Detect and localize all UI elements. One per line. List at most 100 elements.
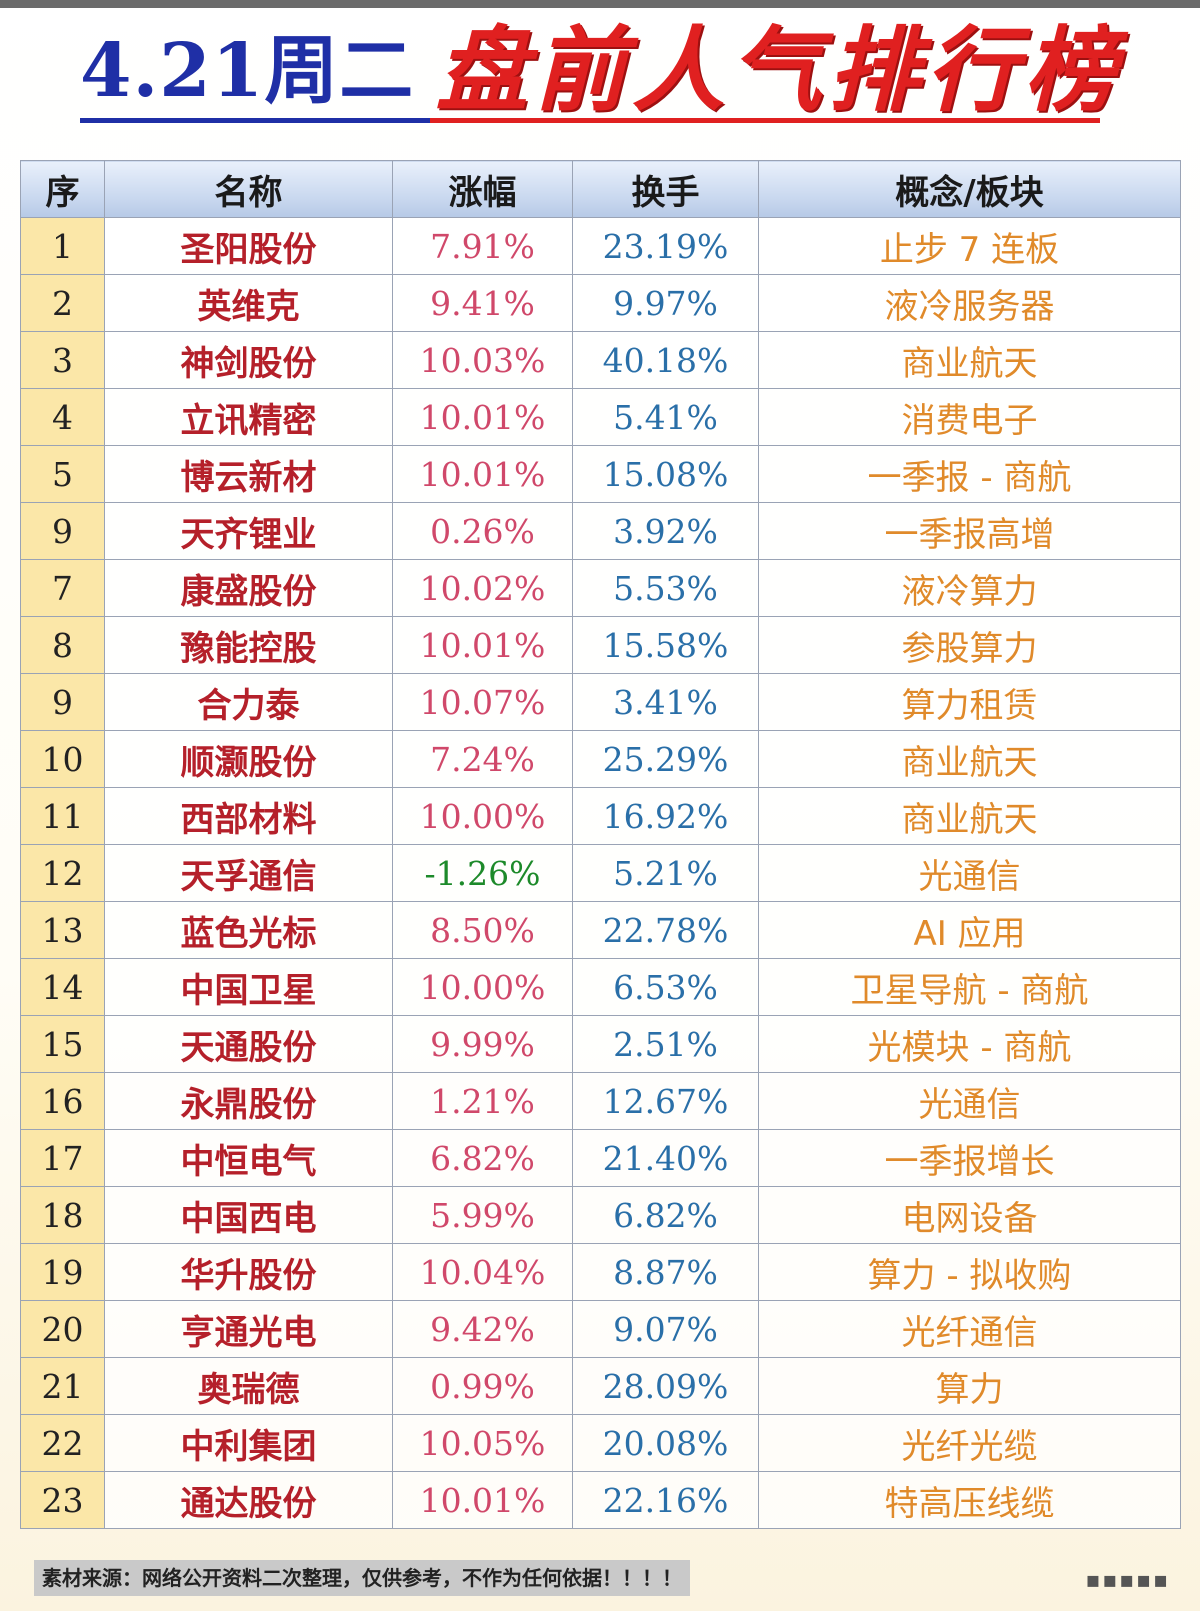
cell-concept: 光通信 bbox=[758, 1072, 1181, 1130]
cell-turnover: 9.97% bbox=[572, 274, 759, 332]
cell-change: 9.42% bbox=[392, 1300, 573, 1358]
cell-turnover: 25.29% bbox=[572, 730, 759, 788]
top-border bbox=[0, 0, 1200, 8]
cell-concept: 一季报增长 bbox=[758, 1129, 1181, 1187]
cell-change: 9.41% bbox=[392, 274, 573, 332]
cell-index: 3 bbox=[20, 331, 105, 389]
cell-turnover: 6.82% bbox=[572, 1186, 759, 1244]
cell-index: 15 bbox=[20, 1015, 105, 1073]
title-date: 4.21周二 bbox=[80, 28, 415, 114]
cell-concept: 特高压线缆 bbox=[758, 1471, 1181, 1529]
table-row: 20 亨通光电 9.42% 9.07% 光纤通信 bbox=[20, 1300, 1181, 1358]
cell-stock-name: 中国西电 bbox=[104, 1186, 393, 1244]
cell-stock-name: 豫能控股 bbox=[104, 616, 393, 674]
cell-concept: 光模块 - 商航 bbox=[758, 1015, 1181, 1073]
cell-stock-name: 中利集团 bbox=[104, 1414, 393, 1472]
cell-concept: 卫星导航 - 商航 bbox=[758, 958, 1181, 1016]
cell-concept: 消费电子 bbox=[758, 388, 1181, 446]
cell-turnover: 21.40% bbox=[572, 1129, 759, 1187]
cell-change: 10.01% bbox=[392, 616, 573, 674]
cell-concept: 光通信 bbox=[758, 844, 1181, 902]
cell-change: 10.01% bbox=[392, 388, 573, 446]
cell-concept: 算力 bbox=[758, 1357, 1181, 1415]
cell-stock-name: 合力泰 bbox=[104, 673, 393, 731]
cell-turnover: 20.08% bbox=[572, 1414, 759, 1472]
cell-turnover: 3.92% bbox=[572, 502, 759, 560]
cell-change: 10.00% bbox=[392, 958, 573, 1016]
cell-concept: 一季报高增 bbox=[758, 502, 1181, 560]
cell-index: 23 bbox=[20, 1471, 105, 1529]
cell-turnover: 16.92% bbox=[572, 787, 759, 845]
cell-turnover: 28.09% bbox=[572, 1357, 759, 1415]
cell-index: 1 bbox=[20, 217, 105, 275]
column-header-name: 名称 bbox=[104, 160, 393, 218]
table-row: 18 中国西电 5.99% 6.82% 电网设备 bbox=[20, 1186, 1181, 1244]
table-body: 1 圣阳股份 7.91% 23.19% 止步 7 连板 2 英维克 9.41% 9.97% 液冷服… bbox=[20, 217, 1181, 1529]
column-header-concept: 概念/板块 bbox=[758, 160, 1181, 218]
cell-concept: 商业航天 bbox=[758, 730, 1181, 788]
table-row: 7 康盛股份 10.02% 5.53% 液冷算力 bbox=[20, 559, 1181, 617]
title-underline-red bbox=[430, 118, 1100, 123]
cell-change: 0.99% bbox=[392, 1357, 573, 1415]
cell-index: 18 bbox=[20, 1186, 105, 1244]
cell-change: 10.02% bbox=[392, 559, 573, 617]
cell-concept: 一季报 - 商航 bbox=[758, 445, 1181, 503]
table-row: 3 神剑股份 10.03% 40.18% 商业航天 bbox=[20, 331, 1181, 389]
cell-stock-name: 立讯精密 bbox=[104, 388, 393, 446]
cell-index: 9 bbox=[20, 502, 105, 560]
column-header-change: 涨幅 bbox=[392, 160, 573, 218]
cell-concept: 算力 - 拟收购 bbox=[758, 1243, 1181, 1301]
table-header-row: 序 名称 涨幅 换手 概念/板块 bbox=[20, 160, 1181, 218]
table-row: 13 蓝色光标 8.50% 22.78% AI 应用 bbox=[20, 901, 1181, 959]
table-row: 8 豫能控股 10.01% 15.58% 参股算力 bbox=[20, 616, 1181, 674]
cell-concept: AI 应用 bbox=[758, 901, 1181, 959]
cell-change: 8.50% bbox=[392, 901, 573, 959]
cell-index: 16 bbox=[20, 1072, 105, 1130]
cell-stock-name: 西部材料 bbox=[104, 787, 393, 845]
cell-stock-name: 康盛股份 bbox=[104, 559, 393, 617]
cell-turnover: 22.16% bbox=[572, 1471, 759, 1529]
cell-stock-name: 神剑股份 bbox=[104, 331, 393, 389]
ranking-table: 序 名称 涨幅 换手 概念/板块 1 圣阳股份 7.91% 23.19% 止步 7 连板… bbox=[20, 160, 1181, 1529]
cell-stock-name: 天通股份 bbox=[104, 1015, 393, 1073]
table-row: 21 奥瑞德 0.99% 28.09% 算力 bbox=[20, 1357, 1181, 1415]
cell-change: 1.21% bbox=[392, 1072, 573, 1130]
cell-concept: 电网设备 bbox=[758, 1186, 1181, 1244]
cell-index: 14 bbox=[20, 958, 105, 1016]
title-main: 盘前人气排行榜 bbox=[436, 16, 1123, 124]
cell-index: 5 bbox=[20, 445, 105, 503]
table-row: 14 中国卫星 10.00% 6.53% 卫星导航 - 商航 bbox=[20, 958, 1181, 1016]
cell-turnover: 23.19% bbox=[572, 217, 759, 275]
cell-change: 10.01% bbox=[392, 445, 573, 503]
column-header-index: 序 bbox=[20, 160, 105, 218]
cell-index: 21 bbox=[20, 1357, 105, 1415]
table-row: 5 博云新材 10.01% 15.08% 一季报 - 商航 bbox=[20, 445, 1181, 503]
cell-stock-name: 英维克 bbox=[104, 274, 393, 332]
cell-stock-name: 天孚通信 bbox=[104, 844, 393, 902]
cell-stock-name: 通达股份 bbox=[104, 1471, 393, 1529]
cell-concept: 光纤光缆 bbox=[758, 1414, 1181, 1472]
cell-index: 2 bbox=[20, 274, 105, 332]
cell-turnover: 8.87% bbox=[572, 1243, 759, 1301]
cell-change: 10.01% bbox=[392, 1471, 573, 1529]
cell-turnover: 6.53% bbox=[572, 958, 759, 1016]
cell-index: 4 bbox=[20, 388, 105, 446]
cell-stock-name: 亨通光电 bbox=[104, 1300, 393, 1358]
cell-turnover: 15.58% bbox=[572, 616, 759, 674]
cell-index: 11 bbox=[20, 787, 105, 845]
title-underline-blue bbox=[80, 118, 430, 123]
table-row: 16 永鼎股份 1.21% 12.67% 光通信 bbox=[20, 1072, 1181, 1130]
cell-stock-name: 中国卫星 bbox=[104, 958, 393, 1016]
cell-stock-name: 天齐锂业 bbox=[104, 502, 393, 560]
cell-turnover: 5.53% bbox=[572, 559, 759, 617]
table-row: 15 天通股份 9.99% 2.51% 光模块 - 商航 bbox=[20, 1015, 1181, 1073]
cell-stock-name: 圣阳股份 bbox=[104, 217, 393, 275]
page-title: 4.21周二 盘前人气排行榜 bbox=[80, 14, 1116, 123]
cell-stock-name: 奥瑞德 bbox=[104, 1357, 393, 1415]
cell-concept: 商业航天 bbox=[758, 787, 1181, 845]
cell-turnover: 2.51% bbox=[572, 1015, 759, 1073]
cell-stock-name: 永鼎股份 bbox=[104, 1072, 393, 1130]
cell-index: 19 bbox=[20, 1243, 105, 1301]
cell-turnover: 40.18% bbox=[572, 331, 759, 389]
cell-change: 6.82% bbox=[392, 1129, 573, 1187]
